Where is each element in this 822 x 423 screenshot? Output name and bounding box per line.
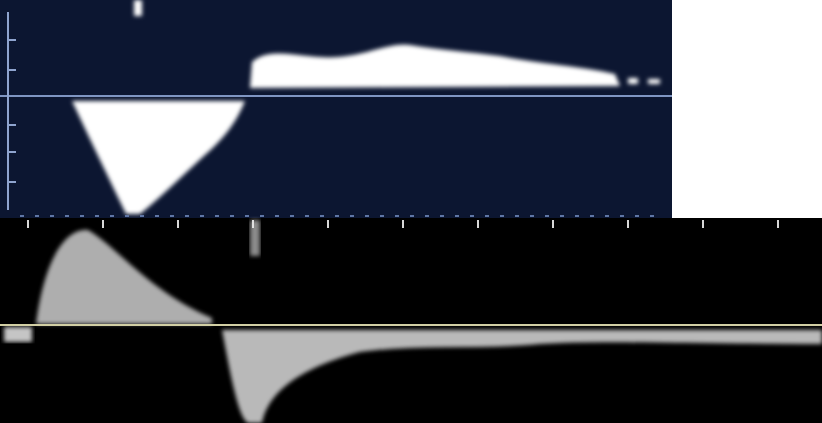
doppler-images (0, 0, 822, 423)
bottom-panel (0, 218, 822, 423)
artifact (134, 0, 142, 16)
flow-fragment (648, 79, 660, 84)
artifact (250, 220, 260, 256)
page (0, 0, 822, 423)
top-panel (0, 0, 672, 218)
flow-fragment (4, 327, 32, 342)
flow-fragment (628, 78, 638, 84)
